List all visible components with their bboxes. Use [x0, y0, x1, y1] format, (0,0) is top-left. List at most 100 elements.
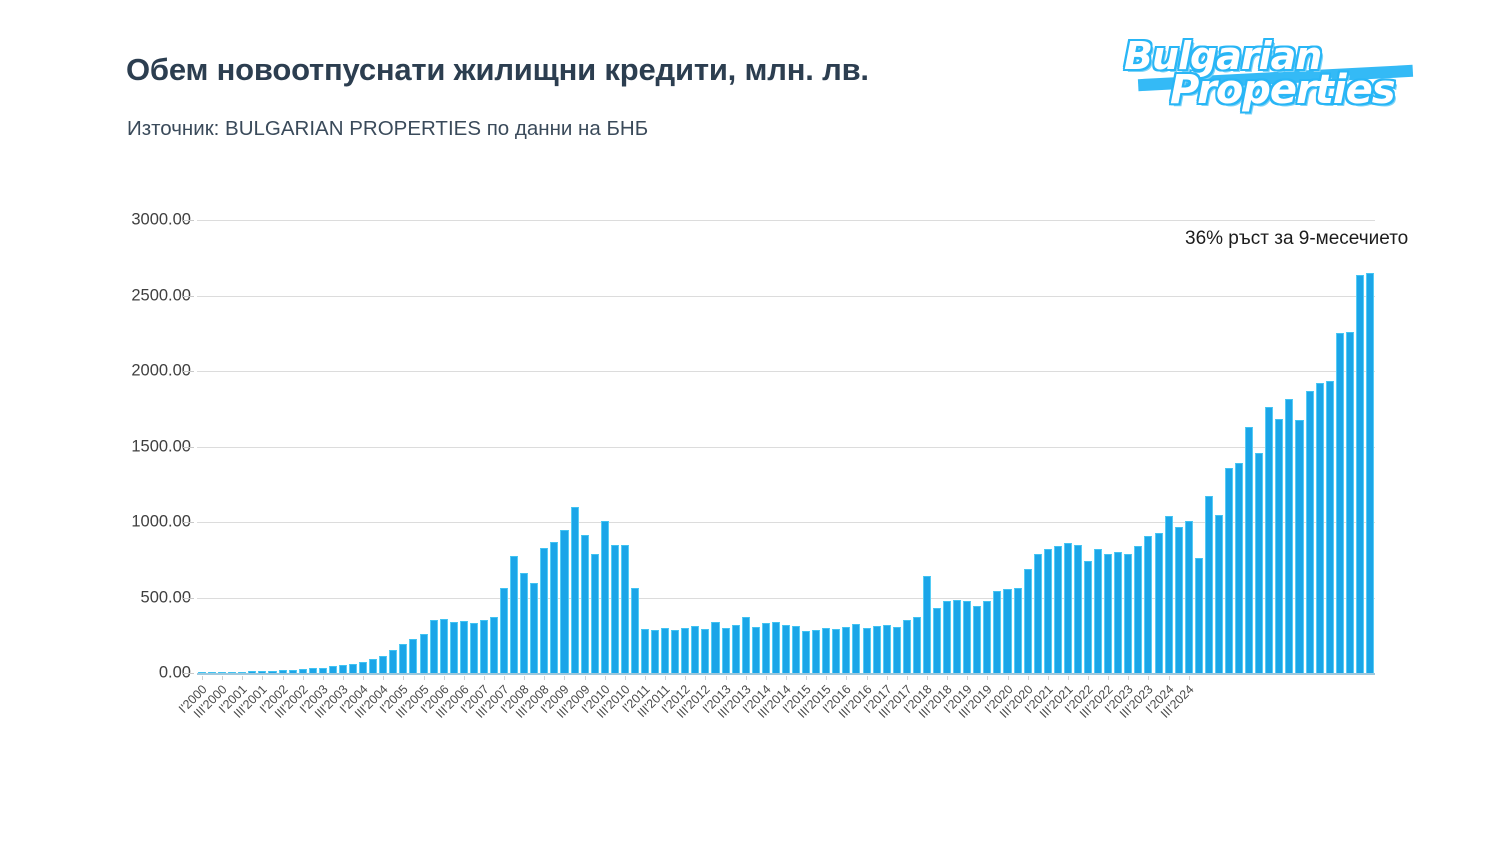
bar	[258, 670, 267, 673]
gridline	[197, 220, 1375, 221]
bar	[862, 628, 871, 673]
bar	[792, 626, 801, 673]
x-axis-tick-mark	[504, 676, 506, 680]
bar	[550, 542, 559, 673]
gridline	[197, 295, 1375, 297]
x-axis-tick-mark	[765, 676, 767, 680]
bar	[1154, 532, 1163, 673]
bar	[822, 628, 831, 673]
bar	[932, 608, 942, 673]
x-axis-labels-group: I'2000 III'2000 I'2001 III'2001 I'2002 III'20…	[176, 676, 1375, 756]
bar	[530, 583, 539, 673]
y-axis-tick-mark	[183, 371, 194, 372]
x-axis-tick-mark	[242, 676, 244, 680]
x-axis-tick-mark	[786, 676, 787, 680]
x-axis-tick-mark	[584, 676, 586, 680]
bar	[832, 629, 841, 673]
bar	[540, 547, 549, 673]
y-axis-tick-mark	[183, 220, 194, 221]
x-axis-tick-mark	[282, 676, 284, 680]
logo-line-properties: Properties	[1170, 67, 1396, 113]
x-axis-tick-mark	[302, 676, 304, 680]
bar	[620, 544, 629, 673]
bar	[1114, 552, 1123, 673]
bar	[1164, 515, 1173, 673]
bar	[298, 669, 307, 673]
bar	[882, 624, 891, 673]
bar	[1094, 549, 1103, 673]
bar	[198, 671, 207, 673]
bar	[318, 667, 327, 673]
bar	[771, 621, 780, 673]
bar	[580, 534, 589, 673]
bar	[590, 553, 599, 673]
bar	[1124, 553, 1133, 673]
x-axis-tick-mark	[1188, 676, 1190, 680]
x-axis-tick-mark	[1128, 676, 1130, 680]
x-axis-tick-mark	[725, 676, 727, 680]
bar	[1365, 272, 1374, 673]
bar	[922, 575, 931, 673]
x-axis-tick-mark	[987, 676, 989, 680]
bar	[1325, 380, 1334, 673]
axis-baseline	[197, 673, 1375, 675]
x-axis-tick-mark	[846, 676, 848, 680]
bar	[1245, 426, 1254, 673]
bar	[248, 671, 257, 673]
bar	[852, 623, 861, 673]
bar	[238, 671, 247, 673]
x-axis-tick-mark	[383, 676, 385, 680]
bar	[469, 623, 478, 673]
bar	[1265, 407, 1274, 673]
bar	[409, 638, 418, 673]
bar	[953, 599, 962, 673]
bar	[711, 622, 720, 673]
x-axis-tick-mark	[886, 676, 888, 680]
x-axis-tick-mark	[423, 676, 425, 680]
bar	[218, 671, 227, 673]
bar	[812, 629, 821, 673]
bar	[641, 629, 650, 673]
bar	[1073, 544, 1082, 673]
bar	[630, 587, 639, 673]
x-axis-tick-mark	[926, 676, 928, 680]
gridline	[197, 371, 1375, 372]
x-axis-tick-mark	[443, 676, 445, 680]
growth-annotation: 36% ръст за 9-месечието	[1185, 228, 1409, 249]
bar	[288, 669, 297, 673]
bar	[1335, 333, 1344, 673]
bar	[1235, 463, 1244, 673]
bar	[379, 656, 388, 673]
gridline	[197, 522, 1375, 523]
bar	[449, 621, 458, 673]
x-axis-tick-mark	[745, 676, 747, 680]
y-axis-tick-mark	[183, 673, 194, 674]
page-title: Обем новоотпуснати жилищни кредити, млн.…	[126, 52, 869, 87]
y-axis-tick-label: 1000.00	[131, 512, 191, 531]
bar	[661, 627, 670, 673]
x-axis-tick-mark	[1168, 676, 1170, 680]
x-axis-tick-mark	[322, 676, 324, 680]
bar	[1214, 515, 1223, 673]
x-axis-tick-mark	[1148, 676, 1150, 680]
bar	[228, 671, 237, 673]
chart-source-subtitle: Източник: BULGARIAN PROPERTIES по данни …	[127, 117, 649, 140]
x-axis-tick-mark	[806, 676, 808, 680]
x-axis-tick-mark	[202, 676, 204, 680]
bar	[681, 627, 690, 673]
bar	[308, 668, 317, 673]
bar	[208, 671, 217, 673]
x-axis-tick-mark	[1027, 676, 1029, 680]
x-axis-tick-mark	[866, 676, 868, 680]
bar	[973, 605, 982, 673]
bar	[983, 600, 992, 673]
bar	[520, 573, 529, 673]
bar	[600, 521, 609, 673]
bar	[1355, 275, 1364, 673]
x-axis-tick-mark	[1047, 676, 1049, 680]
bar	[459, 620, 468, 673]
bar	[872, 626, 881, 673]
logo-line-bulgarian: Bulgarian	[1124, 34, 1322, 78]
bar	[993, 591, 1002, 673]
bar	[651, 630, 660, 673]
